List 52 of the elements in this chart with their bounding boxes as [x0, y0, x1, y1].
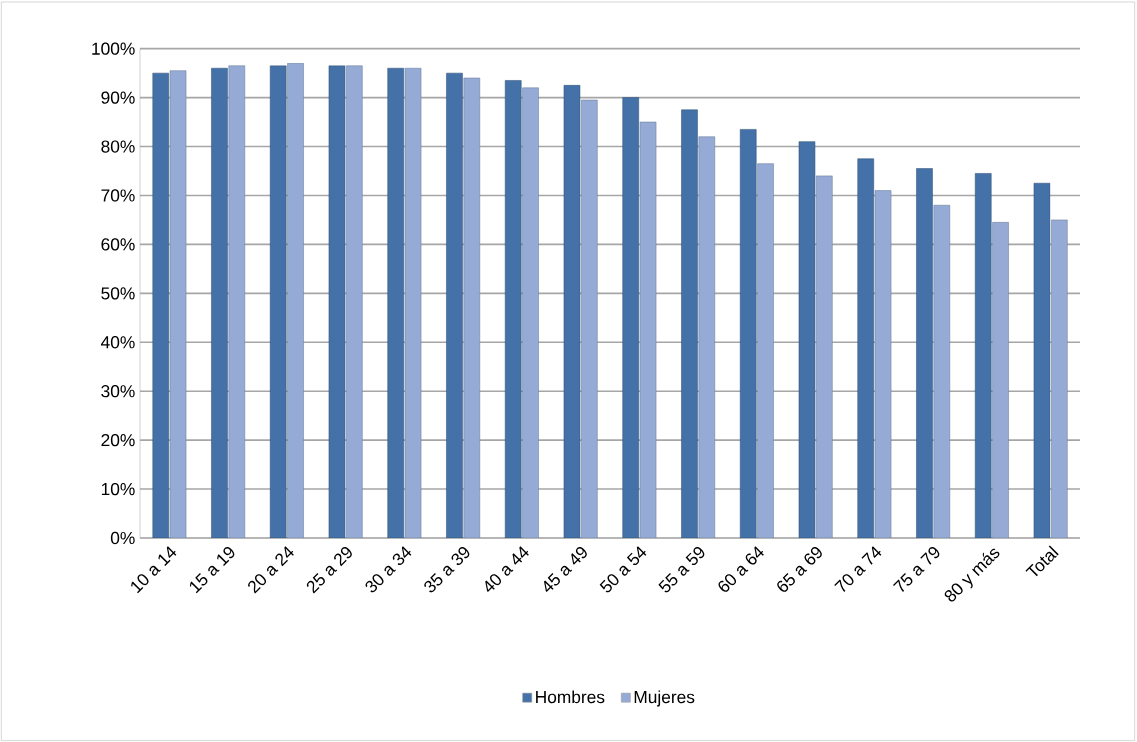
x-tick-label: 50 a 54 — [599, 546, 647, 593]
x-tick-label: 25 a 29 — [306, 546, 352, 594]
bar — [992, 222, 1009, 538]
legend-label: Hombres — [536, 690, 605, 704]
y-tick-label: 100% — [92, 42, 135, 55]
y-tick-label: 70% — [101, 189, 135, 202]
bar — [522, 87, 539, 538]
y-tick-label: 10% — [101, 482, 135, 496]
y-tick-label: 30% — [101, 385, 135, 398]
x-tick-label: 60 a 64 — [718, 546, 764, 592]
bar — [857, 158, 874, 538]
bar — [916, 168, 933, 538]
x-tick-label: 80 y más — [944, 548, 1000, 602]
x-tick-label: 10 a 14 — [131, 546, 177, 594]
x-tick-label: 70 a 74 — [834, 546, 882, 592]
bar — [581, 99, 598, 538]
y-tick-label: 80% — [101, 140, 135, 153]
x-tick-label: 45 a 49 — [544, 546, 587, 592]
bar — [287, 63, 304, 538]
y-tick-label: 40% — [101, 336, 135, 349]
bar — [269, 65, 287, 538]
bar — [211, 67, 228, 538]
bar — [446, 72, 463, 538]
y-tick-label: 20% — [101, 433, 135, 447]
x-tick-label: 75 a 79 — [893, 546, 940, 592]
y-tick-label: 90% — [101, 91, 135, 104]
legend-label: Mujeres — [634, 690, 695, 707]
x-tick-label: 30 a 34 — [365, 546, 412, 593]
bar — [346, 65, 363, 538]
bar — [933, 204, 951, 538]
x-tick-label: 65 a 69 — [777, 546, 822, 592]
x-tick-label: 40 a 44 — [485, 546, 529, 592]
y-tick-label: 0% — [110, 531, 135, 545]
bar — [622, 97, 639, 538]
bar — [387, 67, 404, 538]
x-tick-label: 35 a 39 — [424, 546, 470, 593]
bar — [228, 65, 246, 538]
bar — [974, 173, 992, 538]
bar — [739, 129, 757, 538]
bar — [152, 72, 169, 538]
y-tick-label: 60% — [101, 238, 135, 251]
y-tick-label: 50% — [101, 287, 135, 300]
x-tick-label: 15 a 19 — [189, 546, 235, 594]
x-tick-label: 20 a 24 — [248, 546, 294, 594]
x-tick-label: 55 a 59 — [658, 546, 705, 593]
bar — [698, 136, 716, 538]
bar — [1051, 219, 1068, 538]
bar — [504, 80, 522, 538]
bar — [757, 163, 774, 538]
bar — [681, 109, 698, 538]
bar — [816, 175, 833, 538]
bar — [463, 77, 481, 538]
